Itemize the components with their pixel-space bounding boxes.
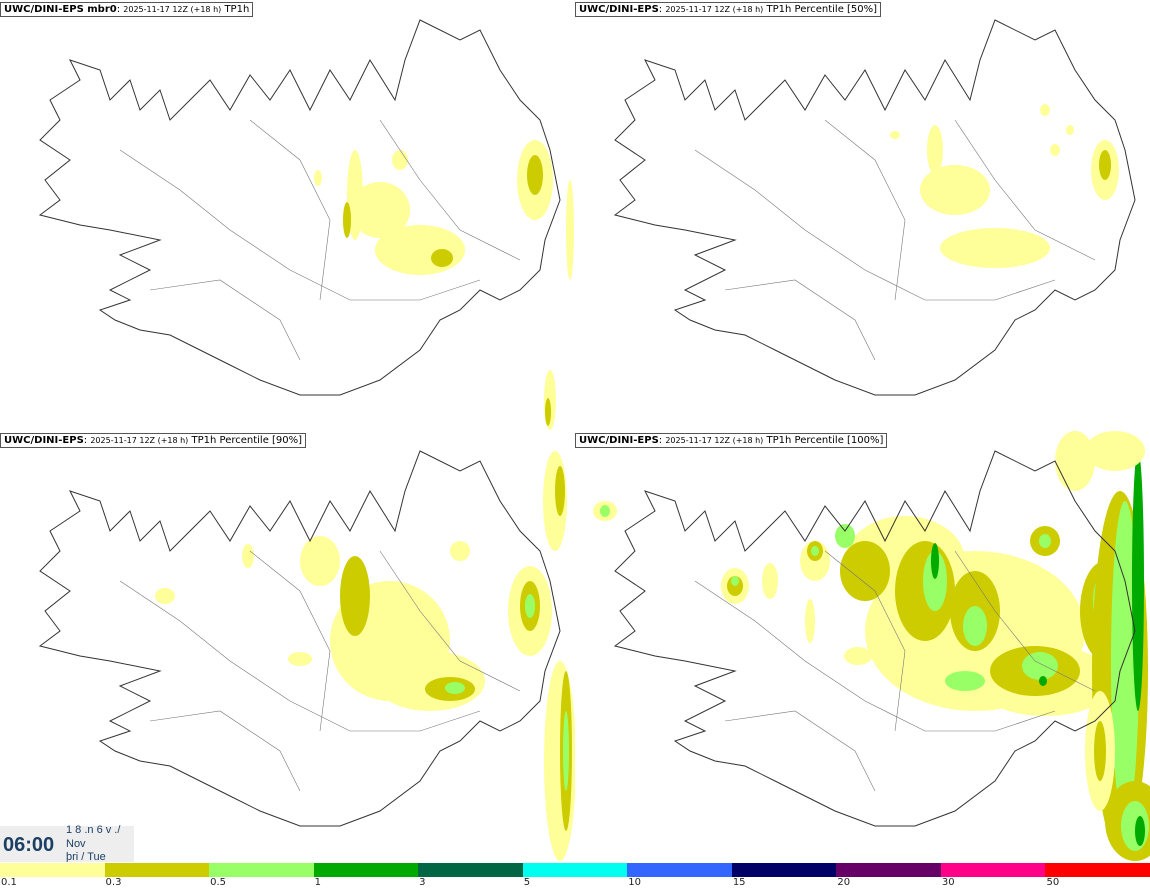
legend-tick-label: 3 [419, 877, 426, 888]
precip-map [593, 431, 1150, 861]
iceland-coastline [38, 19, 561, 396]
legend-tick-label: 20 [837, 877, 851, 888]
legend-swatch [0, 863, 106, 877]
valid-month: Nov [66, 838, 86, 850]
valid-weekday: þri / Tue [66, 851, 106, 862]
legend-tick-label: 0.3 [105, 877, 122, 888]
map-panel-p90: UWC/DINI-EPS: 2025-11-17 12Z (+18 h) TP1… [0, 431, 575, 862]
map-panel-mbr0: UWC/DINI-EPS mbr0: 2025-11-17 12Z (+18 h… [0, 0, 575, 431]
legend-swatch [418, 863, 524, 877]
legend-swatch [522, 863, 628, 877]
legend-tick-label: 1 [314, 877, 321, 888]
legend-swatch [104, 863, 210, 877]
valid-date: 1 8 .n 6 v ./ [66, 824, 121, 836]
legend-tick-label: 5 [523, 877, 531, 888]
panel-title: UWC/DINI-EPS: 2025-11-17 12Z (+18 h) TP1… [575, 433, 888, 448]
valid-time: 06:00 [3, 834, 55, 856]
valid-time-box: 06:00 1 8 .n 6 v ./ Nov þri / Tue [0, 824, 134, 862]
iceland-coastline [38, 450, 561, 827]
legend-tick-label: 15 [732, 877, 746, 888]
legend-tick-label: 0.1 [1, 877, 17, 888]
legend-swatch [836, 863, 942, 877]
color-legend: 0.1 0.3 0.5 1 3 5 10 15 20 30 50 [0, 862, 1150, 891]
precip-field [314, 140, 574, 430]
map-panel-p50: UWC/DINI-EPS: 2025-11-17 12Z (+18 h) TP1… [575, 0, 1150, 431]
map-panel-p100: UWC/DINI-EPS: 2025-11-17 12Z (+18 h) TP1… [575, 431, 1150, 862]
panel-title: UWC/DINI-EPS mbr0: 2025-11-17 12Z (+18 h… [0, 2, 254, 17]
precip-field [890, 104, 1119, 268]
precip-map [613, 19, 1136, 396]
legend-tick-label: 50 [1046, 877, 1060, 888]
precip-field [155, 451, 575, 861]
legend-tick-label: 30 [941, 877, 955, 888]
legend-swatch [940, 863, 1046, 877]
legend-swatch [627, 863, 733, 877]
legend-tick-label: 10 [628, 877, 641, 888]
panel-title: UWC/DINI-EPS: 2025-11-17 12Z (+18 h) TP1… [575, 2, 882, 17]
iceland-coastline [613, 450, 1136, 827]
legend-tick-label: 0.5 [210, 877, 226, 888]
legend-swatch [209, 863, 315, 877]
legend-swatch [1045, 863, 1150, 877]
legend-swatch [731, 863, 837, 877]
iceland-coastline [613, 19, 1136, 396]
panel-title: UWC/DINI-EPS: 2025-11-17 12Z (+18 h) TP1… [0, 433, 307, 448]
legend-swatch [313, 863, 419, 877]
precip-field [593, 431, 1150, 861]
precip-map [38, 19, 574, 430]
precip-map [38, 450, 575, 861]
